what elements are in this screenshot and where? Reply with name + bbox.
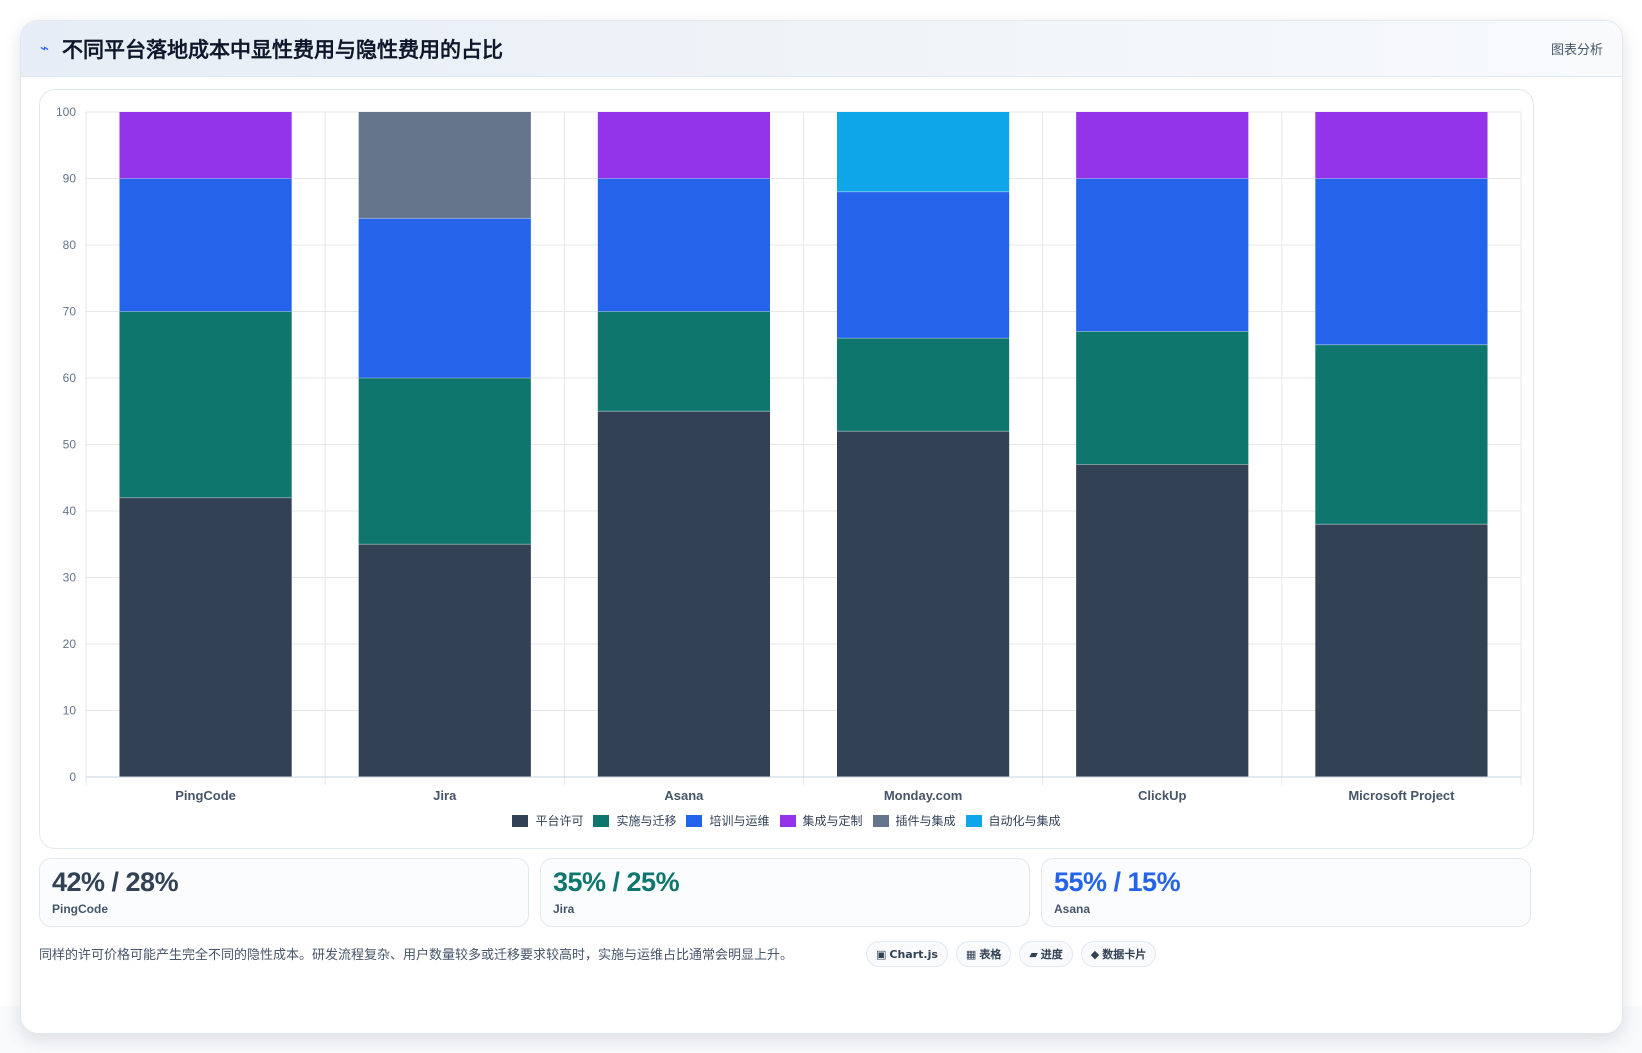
bar-segment[interactable]: [119, 178, 292, 312]
legend-item[interactable]: 培训与运维: [686, 812, 770, 829]
stat-label: PingCode: [52, 902, 108, 916]
chart-card: ⌁ 不同平台落地成本中显性费用与隐性费用的占比 图表分析 0 10 20 30 40 50…: [20, 20, 1623, 1034]
stat-card-jira: 35% / 25% Jira: [540, 858, 1030, 927]
bar-segment[interactable]: [119, 497, 292, 777]
y-tick-label: 40: [63, 504, 77, 518]
x-tick-label: Monday.com: [884, 788, 963, 803]
legend-item[interactable]: 集成与定制: [779, 812, 863, 829]
chartjs-icon: ▣: [876, 947, 887, 961]
legend-item[interactable]: 插件与集成: [872, 812, 956, 829]
x-tick-label: PingCode: [175, 788, 236, 803]
feature-badges: ▣ Chart.js ▦ 表格 ▰ 进度 ◆ 数据卡片: [866, 941, 1157, 967]
bar-segment[interactable]: [358, 112, 531, 219]
bar-segment[interactable]: [1315, 524, 1488, 777]
bar-segment[interactable]: [1076, 178, 1249, 332]
y-tick-label: 80: [63, 238, 77, 252]
bar-segment[interactable]: [358, 218, 531, 378]
x-tick-label: Jira: [433, 788, 457, 803]
badge-label: 数据卡片: [1102, 948, 1147, 961]
bar-segment[interactable]: [119, 311, 292, 498]
y-tick-label: 50: [63, 438, 77, 452]
legend-label: 实施与迁移: [616, 814, 677, 828]
bar-segment[interactable]: [597, 112, 771, 179]
legend-swatch: [779, 814, 796, 827]
stat-label: Jira: [553, 902, 575, 916]
stat-card-pingcode: 42% / 28% PingCode: [39, 858, 529, 927]
stat-value: 42% / 28%: [52, 867, 179, 897]
legend-swatch: [965, 814, 982, 827]
table-icon: ▦: [965, 947, 977, 961]
bar-segment[interactable]: [836, 338, 1010, 432]
stacked-bar-chart: 0 10 20 30 40 50 60 70 80 90 100 PingCode Jira Asana M…: [56, 105, 1522, 803]
x-tick-label: ClickUp: [1138, 788, 1186, 803]
bar-segment[interactable]: [358, 544, 531, 777]
bar-segment[interactable]: [597, 411, 771, 777]
legend-label: 插件与集成: [895, 814, 956, 828]
bar-segment[interactable]: [1076, 464, 1249, 777]
legend-swatch: [686, 814, 703, 827]
y-tick-label: 90: [63, 172, 77, 186]
bar-segment[interactable]: [836, 431, 1010, 777]
legend-item[interactable]: 自动化与集成: [965, 812, 1061, 829]
badge-label: Chart.js: [889, 947, 938, 961]
y-tick-label: 10: [63, 704, 77, 718]
chart-panel: 0 10 20 30 40 50 60 70 80 90 100 PingCode Jira Asana M…: [39, 89, 1534, 849]
bar-segment[interactable]: [358, 378, 531, 545]
stat-value: 35% / 25%: [553, 867, 680, 897]
legend-label: 集成与定制: [802, 814, 863, 828]
bar-segment[interactable]: [1315, 344, 1488, 525]
badge-data-card[interactable]: ◆ 数据卡片: [1080, 941, 1157, 967]
badge-table[interactable]: ▦ 表格: [955, 941, 1012, 967]
card-header: ⌁ 不同平台落地成本中显性费用与隐性费用的占比 图表分析: [21, 21, 1622, 77]
stat-value: 55% / 15%: [1054, 867, 1181, 897]
y-tick-label: 20: [63, 637, 77, 651]
legend-label: 平台许可: [535, 814, 584, 828]
x-tick-label: Microsoft Project: [1348, 788, 1455, 803]
legend-swatch: [593, 814, 610, 827]
bar-segment[interactable]: [836, 112, 1010, 192]
legend-item[interactable]: 实施与迁移: [593, 812, 676, 829]
chart-legend: 平台许可 实施与迁移 培训与运维 集成与定制 插件与集成 自动化与集成: [40, 812, 1533, 829]
progress-icon: ▰: [1029, 947, 1038, 961]
x-tick-label: Asana: [664, 788, 704, 803]
bar-segment[interactable]: [119, 112, 292, 179]
bar-segment[interactable]: [1076, 112, 1249, 179]
stat-label: Asana: [1054, 902, 1091, 916]
bar-segment[interactable]: [1315, 178, 1488, 345]
badge-label: 表格: [979, 948, 1002, 961]
header-tag: 图表分析: [1550, 43, 1603, 58]
badge-chartjs[interactable]: ▣ Chart.js: [866, 941, 948, 967]
data-card-icon: ◆: [1090, 947, 1100, 961]
y-tick-label: 0: [69, 770, 76, 784]
y-tick-label: 30: [63, 571, 77, 585]
legend-item[interactable]: 平台许可: [512, 812, 583, 829]
bar-segment[interactable]: [597, 178, 771, 312]
chart-icon: ⌁: [40, 39, 50, 57]
legend-swatch: [872, 814, 889, 827]
y-tick-label: 60: [63, 371, 77, 385]
badge-label: 进度: [1040, 948, 1063, 961]
y-tick-label: 70: [63, 305, 77, 319]
bar-segment[interactable]: [1076, 331, 1249, 465]
bar-segment[interactable]: [597, 311, 771, 412]
legend-label: 自动化与集成: [988, 814, 1061, 828]
card-title: 不同平台落地成本中显性费用与隐性费用的占比: [62, 38, 503, 62]
bar-segment[interactable]: [1315, 112, 1488, 179]
badge-progress[interactable]: ▰ 进度: [1019, 941, 1073, 967]
y-tick-label: 100: [56, 105, 76, 119]
stat-card-asana: 55% / 15% Asana: [1041, 858, 1531, 927]
legend-label: 培训与运维: [709, 814, 770, 828]
footnote: 同样的许可价格可能产生完全不同的隐性成本。研发流程复杂、用户数量较多或迁移要求较…: [39, 948, 794, 963]
legend-swatch: [512, 814, 529, 827]
bar-segment[interactable]: [836, 191, 1010, 339]
